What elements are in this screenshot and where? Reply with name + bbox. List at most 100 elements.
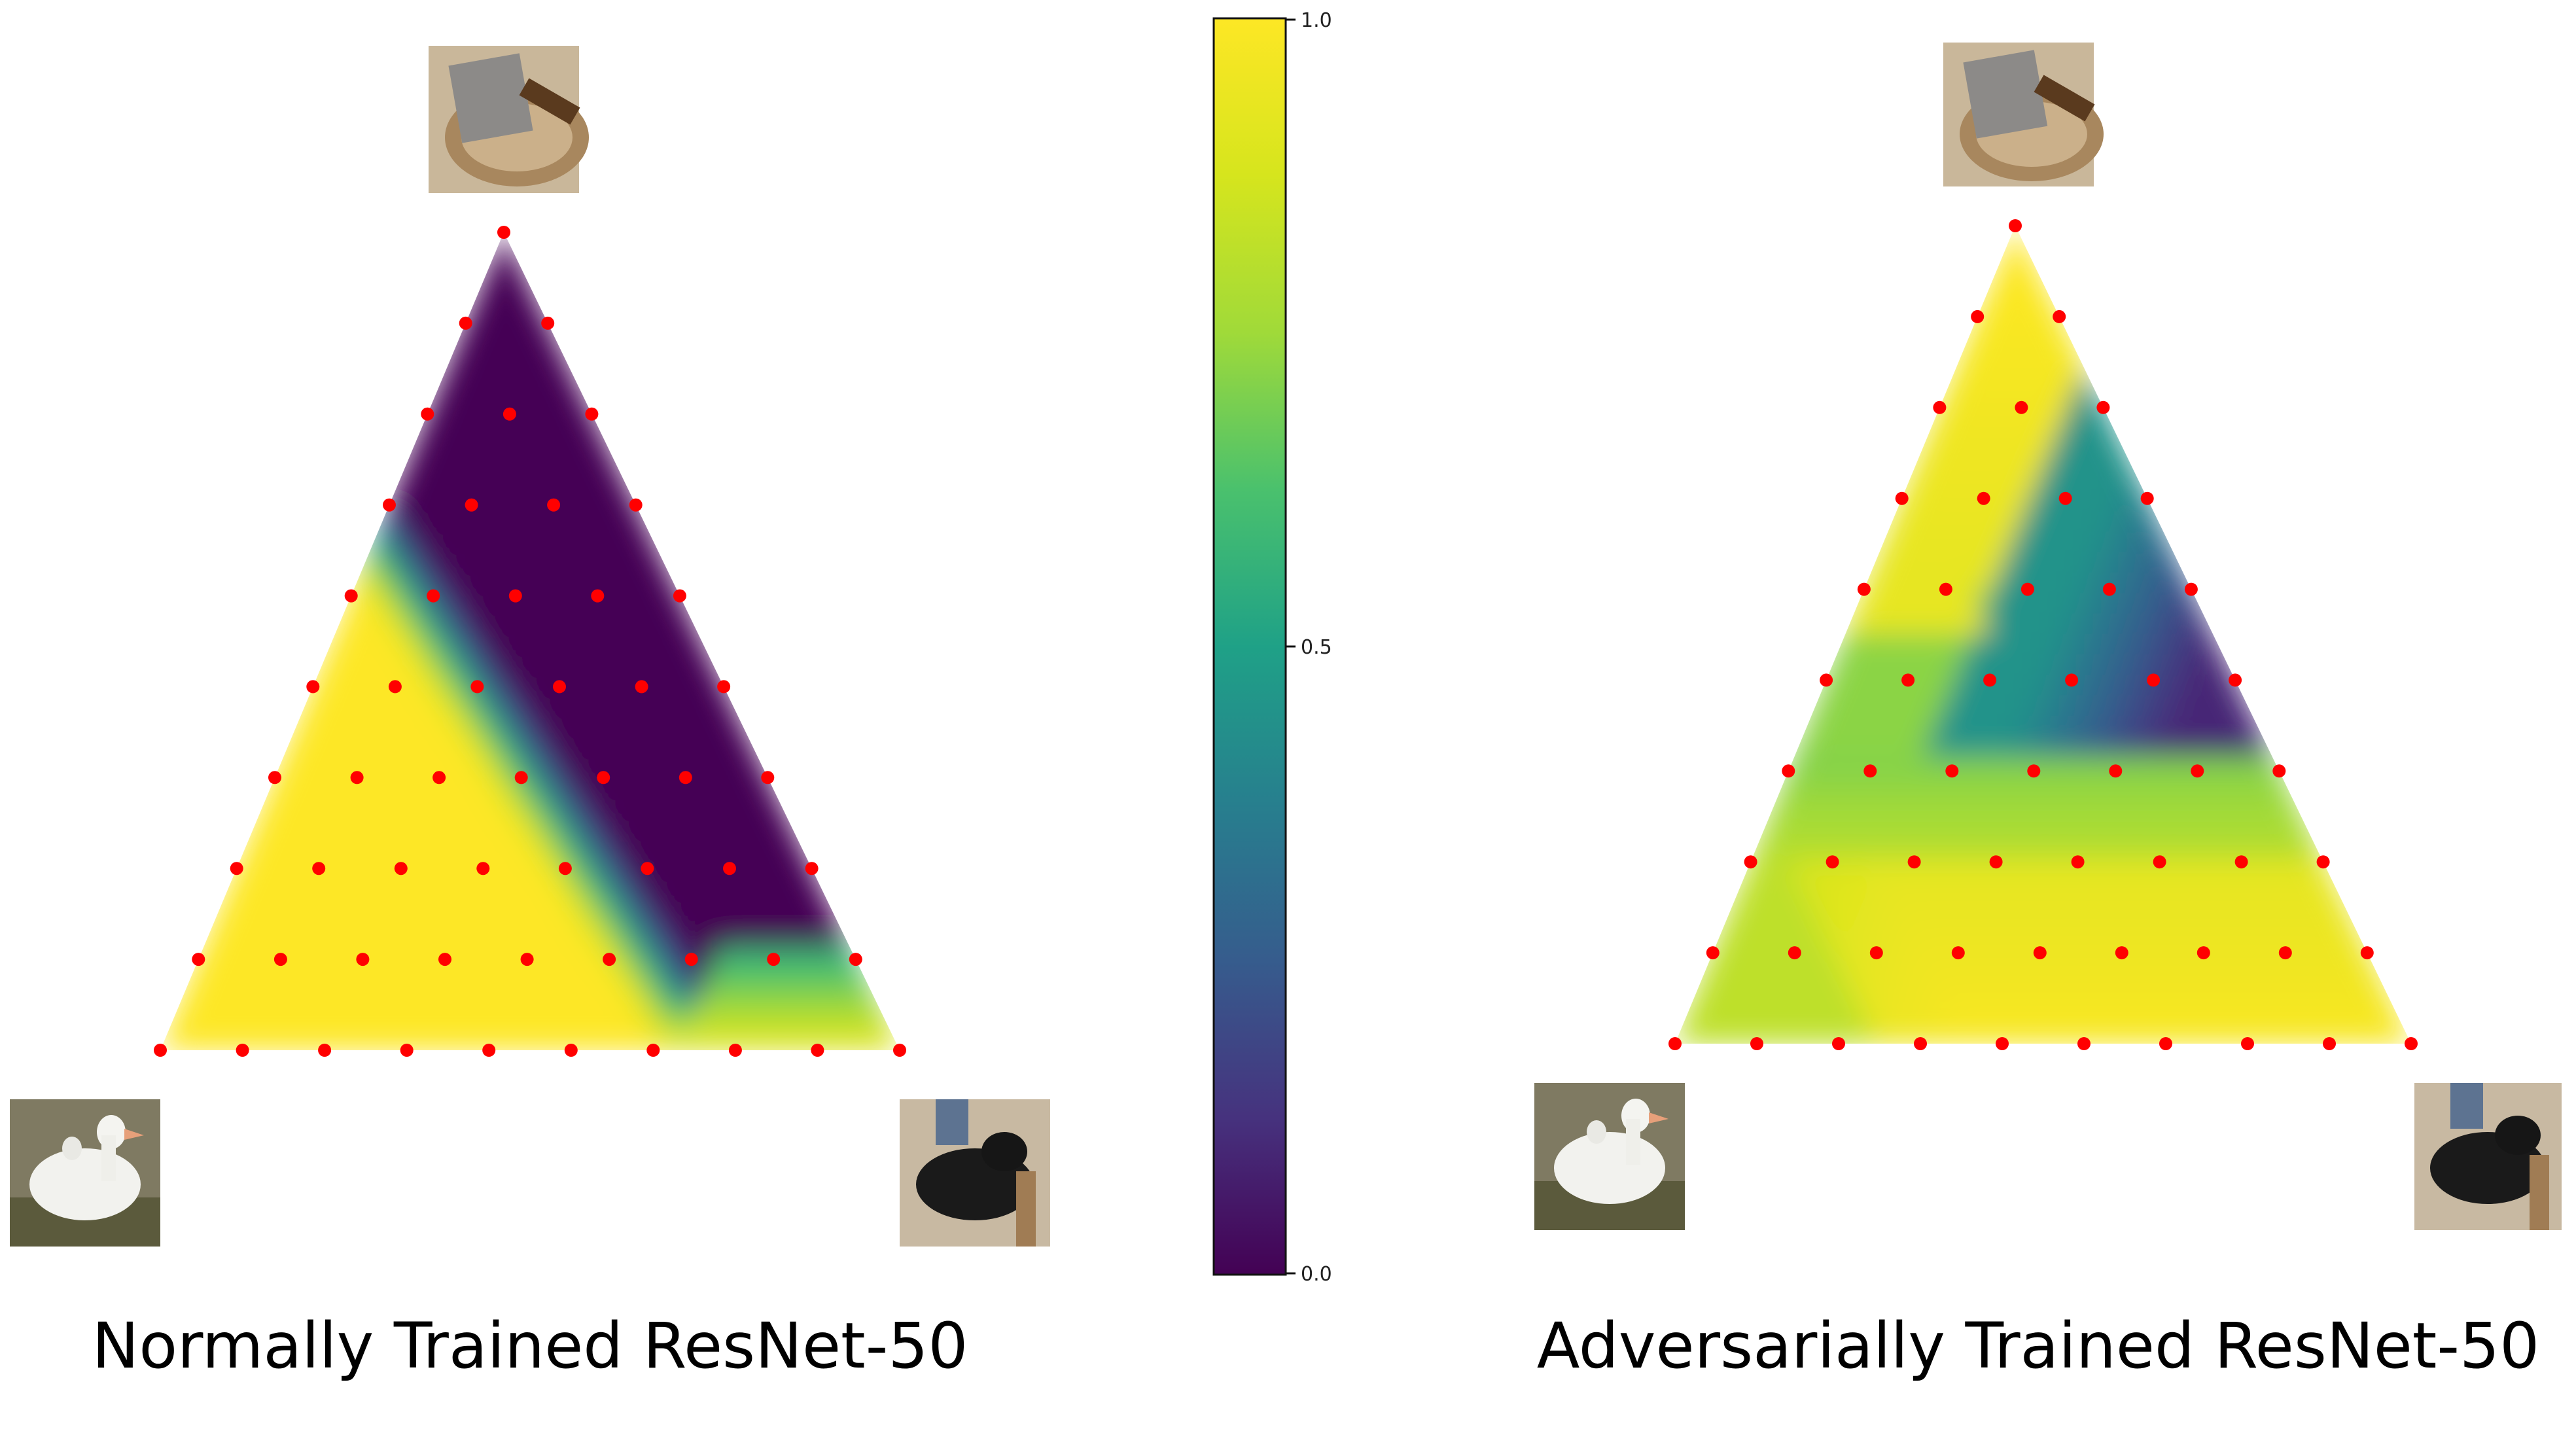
left-sample-point	[465, 498, 478, 512]
right-sample-point	[1832, 1037, 1845, 1050]
right-sample-point	[2020, 582, 2034, 596]
right-caption: Adversarially Trained ResNet-50	[1537, 1309, 2539, 1383]
right-sample-point	[1744, 855, 1757, 869]
right-sample-point	[2272, 764, 2286, 778]
left-sample-point	[482, 1044, 496, 1057]
left-sample-point	[476, 862, 490, 876]
right-sample-point	[1951, 946, 1965, 960]
right-sample-point	[1869, 946, 1883, 960]
right-sample-point	[2096, 400, 2110, 414]
left-sample-point	[394, 862, 408, 876]
left-sample-point	[306, 680, 320, 694]
terrier-image	[2414, 1083, 2562, 1230]
left-surface-cells	[160, 232, 900, 1050]
left-sample-point	[388, 680, 402, 694]
right-sample-point	[1668, 1037, 1682, 1050]
left-panel: Normally Trained ResNet-50	[10, 46, 1050, 1383]
right-sample-point	[2102, 582, 2116, 596]
left-sample-point	[629, 498, 643, 512]
right-sample-point	[2197, 946, 2210, 960]
cleaver-image	[1943, 43, 2104, 186]
right-sample-point	[2316, 855, 2330, 869]
left-sample-point	[591, 589, 605, 603]
left-sample-point	[350, 771, 364, 785]
right-sample-point	[2323, 1037, 2336, 1050]
left-sample-point	[432, 771, 446, 785]
left-sample-point	[192, 953, 205, 966]
right-sample-point	[2058, 491, 2072, 505]
colorbar-label-mid: 0.5	[1301, 636, 1332, 659]
right-sample-point	[2191, 764, 2204, 778]
left-sample-point	[849, 953, 862, 966]
colorbar: 1.0 0.5 0.0	[1212, 9, 1332, 1286]
left-caption: Normally Trained ResNet-50	[92, 1309, 968, 1383]
left-sample-point	[541, 316, 555, 330]
right-sample-point	[2027, 764, 2041, 778]
right-sample-point	[2184, 582, 2198, 596]
right-sample-point	[2140, 491, 2154, 505]
right-panel: Adversarially Trained ResNet-50	[1534, 43, 2562, 1383]
right-sample-point	[1857, 582, 1871, 596]
right-sample-point	[2065, 673, 2079, 687]
right-sample-point	[2241, 1037, 2254, 1050]
left-sample-point	[761, 771, 775, 785]
right-sample-point	[1977, 491, 1990, 505]
left-sample-point	[318, 1044, 332, 1057]
right-surface-clipped	[1675, 226, 2411, 1044]
left-sample-point	[503, 407, 516, 421]
left-sample-point	[268, 771, 281, 785]
right-sample-point	[2033, 946, 2047, 960]
right-heatmap-surface	[1675, 226, 2411, 1044]
left-sample-point	[553, 680, 566, 694]
left-sample-point	[514, 771, 528, 785]
left-sample-point	[728, 1044, 742, 1057]
right-sample-point	[1989, 855, 2003, 869]
goose-image	[1534, 1083, 1685, 1230]
terrier-image	[900, 1099, 1050, 1247]
left-sample-point	[646, 1044, 660, 1057]
right-sample-point	[2153, 855, 2166, 869]
right-sample-point	[2147, 673, 2161, 687]
left-sample-point	[459, 316, 472, 330]
right-sample-point	[2115, 946, 2128, 960]
right-sample-point	[1971, 310, 1985, 323]
left-sample-point	[470, 680, 484, 694]
right-sample-point	[1907, 855, 1921, 869]
left-sample-point	[508, 589, 522, 603]
left-sample-point	[520, 953, 534, 966]
right-sample-point	[1945, 764, 1959, 778]
colorbar-gradient	[1212, 17, 1287, 1276]
left-sample-point	[893, 1044, 906, 1057]
right-sample-point	[1863, 764, 1877, 778]
right-sample-point	[1895, 491, 1909, 505]
left-sample-point	[717, 680, 731, 694]
left-sample-point	[547, 498, 561, 512]
left-surface-cell	[880, 1028, 900, 1050]
right-sample-point	[1914, 1037, 1927, 1050]
left-sample-point	[312, 862, 326, 876]
left-sample-point	[679, 771, 692, 785]
right-sample-point	[1939, 582, 1952, 596]
right-sample-point	[2071, 855, 2085, 869]
left-sample-points	[154, 226, 906, 1057]
left-sample-point	[811, 1044, 824, 1057]
right-sample-point	[2009, 219, 2022, 232]
right-sample-point	[1750, 1037, 1763, 1050]
left-sample-point	[273, 953, 287, 966]
left-sample-point	[383, 498, 396, 512]
colorbar-label-max: 1.0	[1301, 9, 1332, 32]
left-sample-point	[230, 862, 243, 876]
right-sample-point	[1901, 673, 1915, 687]
left-sample-point	[723, 862, 736, 876]
right-sample-point	[2405, 1037, 2418, 1050]
right-sample-point	[2360, 946, 2374, 960]
right-surface-cells	[1675, 226, 2411, 1044]
left-sample-point	[558, 862, 572, 876]
left-sample-point	[564, 1044, 578, 1057]
left-sample-point	[635, 680, 648, 694]
left-sample-point	[356, 953, 370, 966]
right-sample-point	[1983, 673, 1997, 687]
right-sample-point	[2109, 764, 2123, 778]
left-sample-point	[767, 953, 781, 966]
